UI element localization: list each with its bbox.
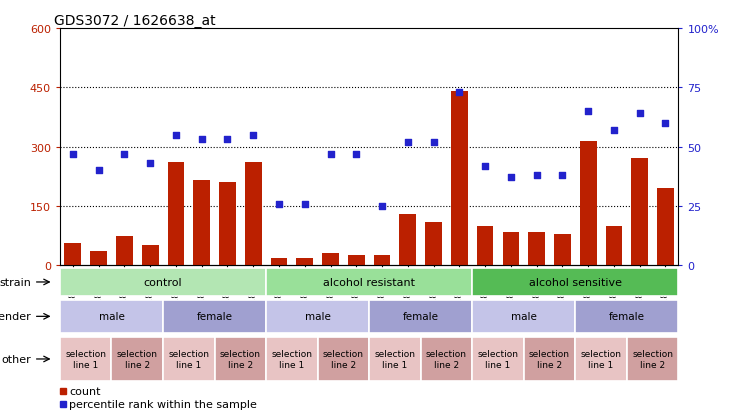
Bar xyxy=(472,300,575,333)
Bar xyxy=(163,337,215,381)
Text: selection
line 1: selection line 1 xyxy=(580,349,621,369)
Bar xyxy=(374,256,390,266)
Point xyxy=(273,201,285,207)
Point xyxy=(531,172,542,179)
Bar xyxy=(266,268,472,297)
Text: selection
line 2: selection line 2 xyxy=(220,349,261,369)
Text: female: female xyxy=(197,311,232,322)
Text: selection
line 1: selection line 1 xyxy=(271,349,312,369)
Bar xyxy=(626,337,678,381)
Text: percentile rank within the sample: percentile rank within the sample xyxy=(69,399,257,409)
Text: alcohol sensitive: alcohol sensitive xyxy=(529,277,622,287)
Point xyxy=(144,161,156,167)
Text: other: other xyxy=(1,354,31,364)
Bar xyxy=(425,222,442,266)
Bar xyxy=(266,337,317,381)
Bar xyxy=(317,337,369,381)
Text: control: control xyxy=(144,277,182,287)
Bar xyxy=(632,159,648,266)
Point xyxy=(118,151,130,158)
Point xyxy=(583,109,594,115)
Text: selection
line 2: selection line 2 xyxy=(426,349,467,369)
Bar xyxy=(502,232,519,266)
Bar xyxy=(296,259,313,266)
Bar xyxy=(219,183,236,266)
Point xyxy=(93,168,105,174)
Point xyxy=(453,90,465,96)
Point xyxy=(221,137,233,143)
Point xyxy=(247,132,259,139)
Point xyxy=(67,151,79,158)
Text: female: female xyxy=(403,311,439,322)
Bar xyxy=(60,300,163,333)
Text: male: male xyxy=(511,311,537,322)
Bar xyxy=(524,337,575,381)
Bar xyxy=(575,337,626,381)
Bar xyxy=(605,226,622,266)
Text: gender: gender xyxy=(0,311,31,322)
Bar xyxy=(472,268,678,297)
Text: male: male xyxy=(99,311,124,322)
Bar xyxy=(421,337,472,381)
Bar xyxy=(369,337,421,381)
Bar xyxy=(657,189,674,266)
Point xyxy=(376,203,388,210)
Text: GDS3072 / 1626638_at: GDS3072 / 1626638_at xyxy=(54,14,216,28)
Bar xyxy=(451,92,468,266)
Bar xyxy=(575,300,678,333)
Text: selection
line 2: selection line 2 xyxy=(117,349,158,369)
Point xyxy=(170,132,182,139)
Text: count: count xyxy=(69,386,101,396)
Point xyxy=(196,137,208,143)
Text: selection
line 1: selection line 1 xyxy=(477,349,518,369)
Bar xyxy=(215,337,266,381)
Point xyxy=(608,127,620,134)
Bar xyxy=(348,256,365,266)
Bar xyxy=(60,337,111,381)
Bar xyxy=(322,254,339,266)
Text: selection
line 1: selection line 1 xyxy=(168,349,209,369)
Text: selection
line 1: selection line 1 xyxy=(374,349,415,369)
Text: male: male xyxy=(305,311,330,322)
Bar xyxy=(270,259,287,266)
Point xyxy=(480,163,491,169)
Text: strain: strain xyxy=(0,277,31,287)
Bar xyxy=(580,141,596,266)
Bar xyxy=(64,244,81,266)
Bar xyxy=(60,268,266,297)
Bar xyxy=(369,300,472,333)
Point xyxy=(325,151,336,158)
Bar xyxy=(477,226,493,266)
Point xyxy=(402,139,414,146)
Bar xyxy=(116,236,133,266)
Bar xyxy=(163,300,266,333)
Text: selection
line 2: selection line 2 xyxy=(323,349,364,369)
Point xyxy=(556,172,568,179)
Bar xyxy=(142,246,159,266)
Point xyxy=(299,201,311,207)
Text: female: female xyxy=(609,311,645,322)
Point xyxy=(505,175,517,181)
Bar xyxy=(266,300,369,333)
Point xyxy=(659,120,671,127)
Bar xyxy=(167,163,184,266)
Point xyxy=(350,151,362,158)
Text: selection
line 1: selection line 1 xyxy=(65,349,106,369)
Bar xyxy=(90,252,107,266)
Bar xyxy=(472,337,523,381)
Text: selection
line 2: selection line 2 xyxy=(632,349,673,369)
Bar xyxy=(554,234,571,266)
Text: alcohol resistant: alcohol resistant xyxy=(323,277,415,287)
Bar xyxy=(399,214,416,266)
Point xyxy=(428,139,439,146)
Bar xyxy=(529,232,545,266)
Bar xyxy=(111,337,163,381)
Bar xyxy=(245,163,262,266)
Text: selection
line 2: selection line 2 xyxy=(529,349,570,369)
Bar xyxy=(193,181,210,266)
Point xyxy=(634,111,645,117)
